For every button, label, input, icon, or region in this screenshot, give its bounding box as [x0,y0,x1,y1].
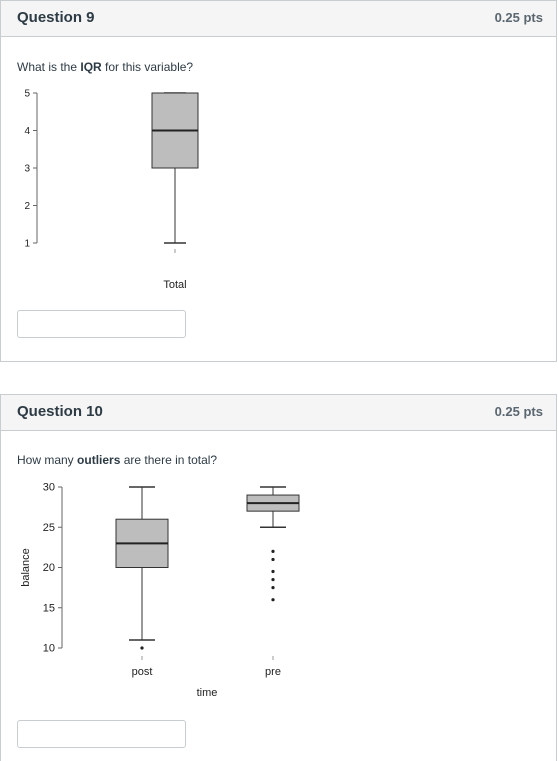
prompt-text: for this variable? [101,60,194,74]
x-tick-label: pre [265,666,281,678]
x-tick-label: Total [163,279,186,291]
question-header: Question 10 0.25 pts [1,395,556,431]
question-9-card: Question 9 0.25 pts What is the IQR for … [0,0,557,362]
prompt-text: are there in total? [120,453,218,467]
y-tick-label: 25 [43,522,55,534]
outlier-point [271,577,275,582]
prompt-emphasis: outliers [77,453,121,467]
x-tick-label: post [132,666,153,678]
x-axis-label: time [197,687,218,699]
question-title: Question 10 [17,403,103,420]
y-tick-label: 5 [24,89,30,100]
question-points: 0.25 pts [494,10,543,25]
outlier-point [271,549,275,553]
answer-input[interactable] [17,310,186,338]
answer-input[interactable] [17,720,186,748]
prompt-text: What is the [17,60,81,74]
y-tick-label: 15 [43,602,55,614]
y-tick-label: 30 [43,482,55,494]
prompt-text: How many [17,453,78,467]
prompt-emphasis: IQR [80,60,102,74]
y-axis-label: balance [20,548,32,587]
y-tick-label: 10 [43,643,55,655]
boxplot-chart-balance-by-time: 10 15 20 25 30 balance post pre time [20,482,300,699]
question-title: Question 9 [17,9,95,26]
outlier-point [140,646,144,650]
outlier-point [271,586,275,590]
outlier-point [271,598,275,602]
y-tick-label: 20 [43,562,55,574]
question-10-card: Question 10 0.25 pts How many outliers a… [0,394,557,761]
y-tick-label: 4 [24,126,30,137]
outlier-point [271,569,275,574]
question-header: Question 9 0.25 pts [1,1,556,37]
question-points: 0.25 pts [494,404,543,419]
boxplot-chart-total: 1 2 3 4 5 Total [24,89,199,291]
outlier-point [271,557,275,562]
y-tick-label: 2 [24,201,30,212]
y-tick-label: 1 [24,239,30,250]
question-prompt: How many outliers are there in total? [17,453,217,467]
y-tick-label: 3 [24,164,30,175]
question-prompt: What is the IQR for this variable? [17,60,193,74]
